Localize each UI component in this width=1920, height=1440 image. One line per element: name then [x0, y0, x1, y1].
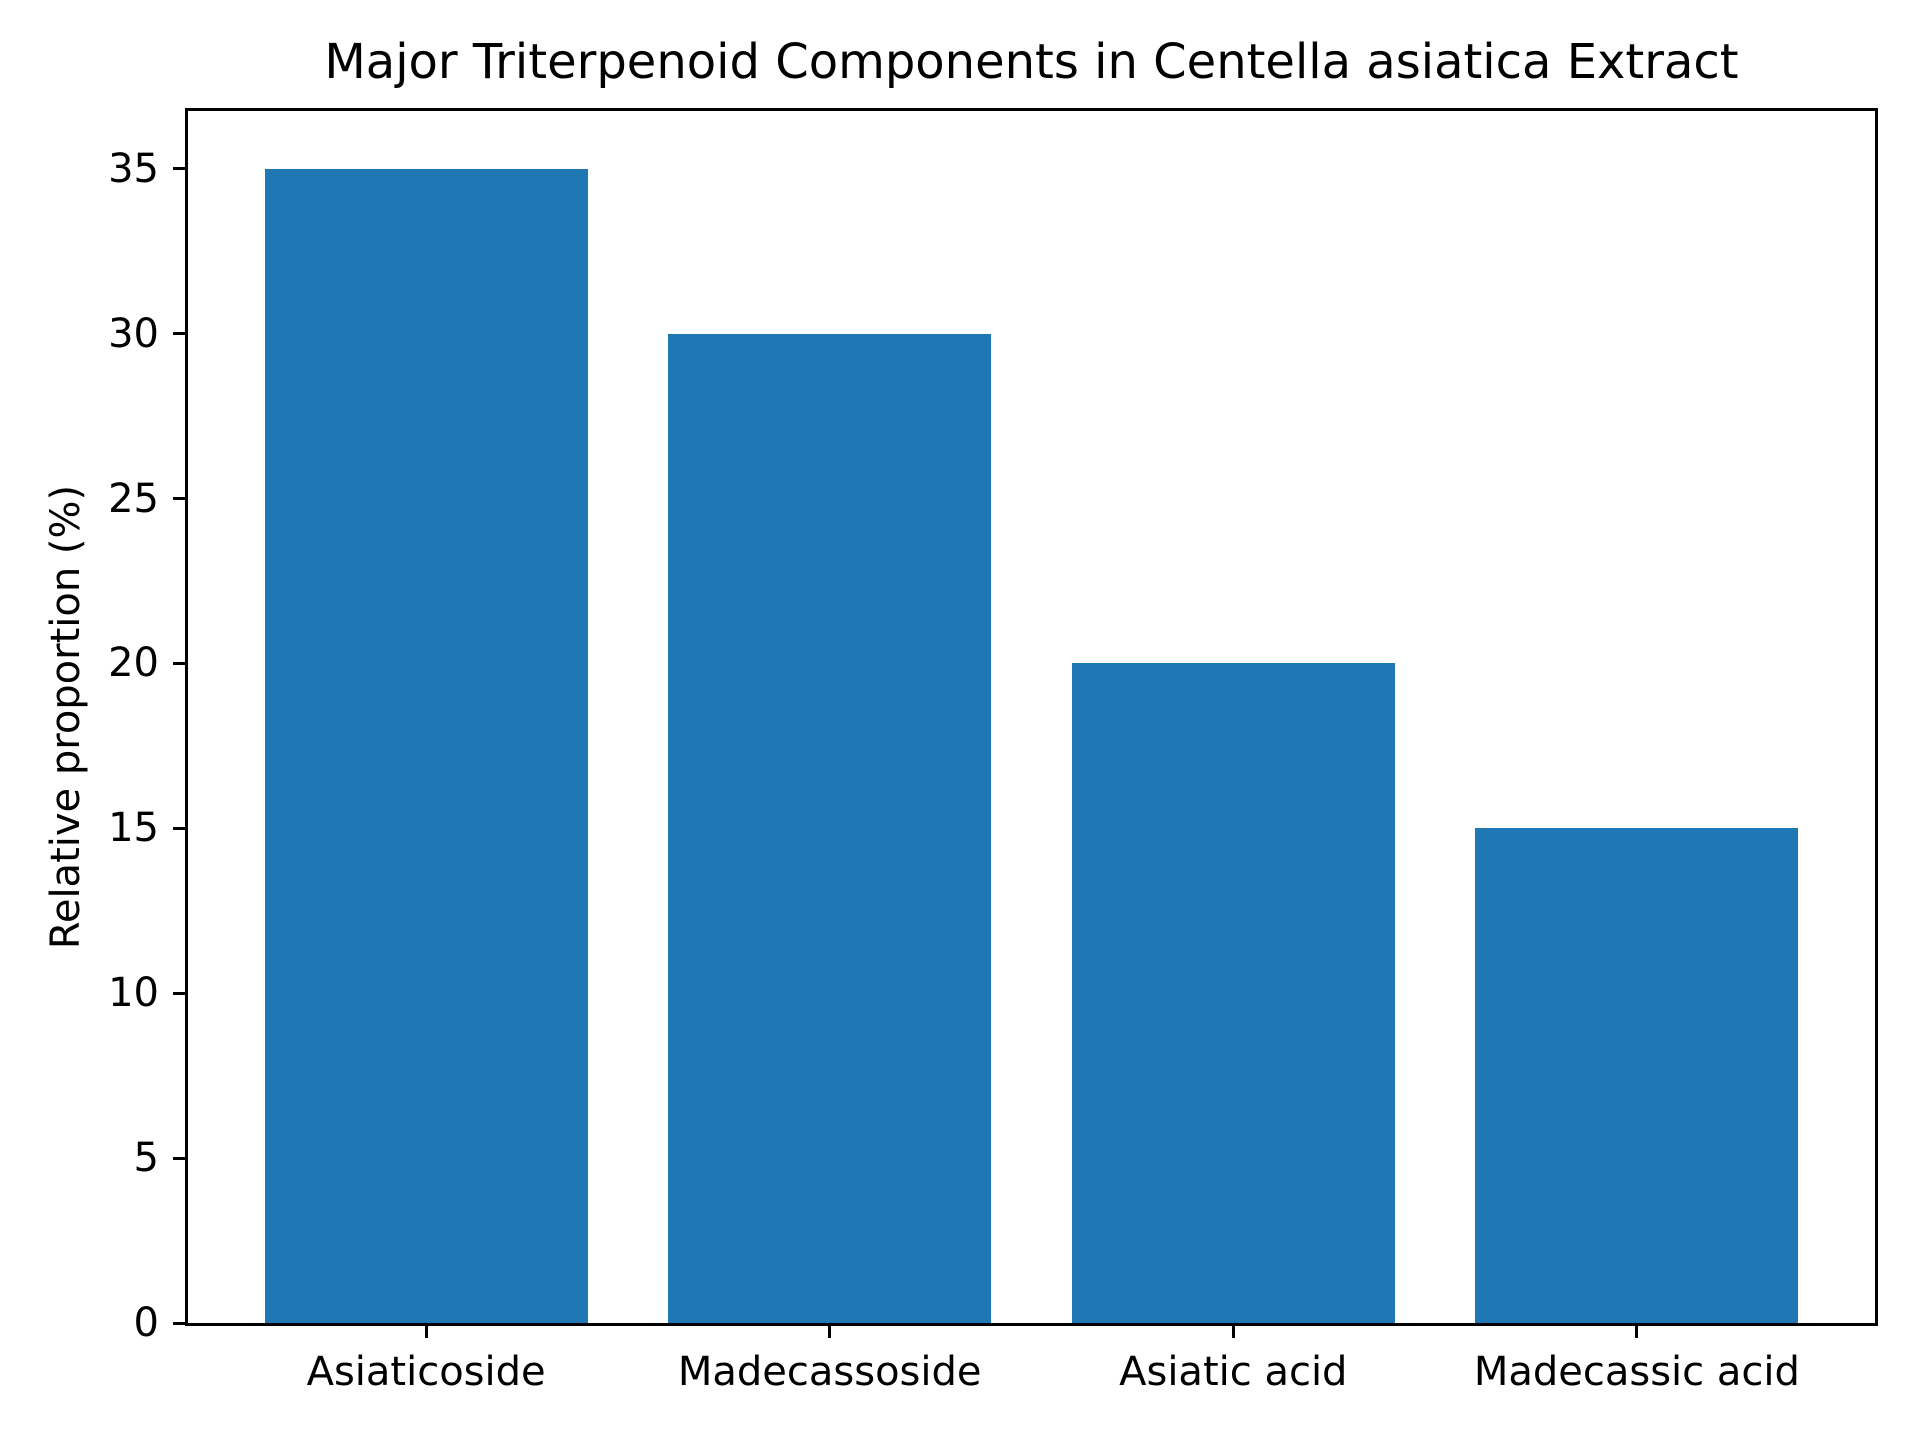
x-tick-label-asiaticoside: Asiaticoside — [306, 1349, 546, 1395]
y-tick-mark — [173, 497, 185, 500]
y-tick-label: 20 — [108, 640, 159, 687]
y-tick-label: 0 — [133, 1300, 159, 1346]
y-tick-label: 5 — [133, 1135, 159, 1182]
x-tick-mark — [1231, 1326, 1235, 1338]
x-tick-mark — [1635, 1326, 1639, 1338]
bar-asiatic-acid — [1071, 663, 1395, 1323]
y-tick-label: 10 — [108, 970, 159, 1017]
x-tick-mark — [828, 1326, 832, 1338]
y-tick-mark — [173, 167, 185, 171]
x-tick-label-madecassic-acid: Madecassic acid — [1473, 1349, 1800, 1395]
y-tick-mark — [173, 1156, 185, 1160]
y-tick-label: 15 — [108, 805, 159, 852]
y-tick-label: 25 — [108, 475, 159, 522]
y-tick-mark — [173, 826, 185, 830]
y-tick-mark — [173, 1321, 185, 1325]
bar-madecassic-acid — [1475, 828, 1799, 1323]
x-tick-label-asiatic-acid: Asiatic acid — [1119, 1349, 1348, 1395]
bar-madecassoside — [668, 333, 992, 1323]
x-tick-mark — [424, 1326, 428, 1338]
chart-title: Major Triterpenoid Components in Centell… — [324, 34, 1739, 90]
y-tick-label: 30 — [108, 310, 159, 357]
bar-asiaticoside — [264, 168, 588, 1323]
y-tick-label: 35 — [108, 145, 159, 192]
y-tick-mark — [173, 991, 185, 995]
plot-area: Relative proportion (%) 0 5 10 15 20 25 30 35 As… — [43, 108, 1878, 1395]
x-tick-label-madecassoside: Madecassoside — [677, 1349, 982, 1395]
y-tick-mark — [173, 661, 185, 665]
y-axis-label: Relative proportion (%) — [43, 484, 89, 950]
y-tick-mark — [173, 332, 185, 336]
